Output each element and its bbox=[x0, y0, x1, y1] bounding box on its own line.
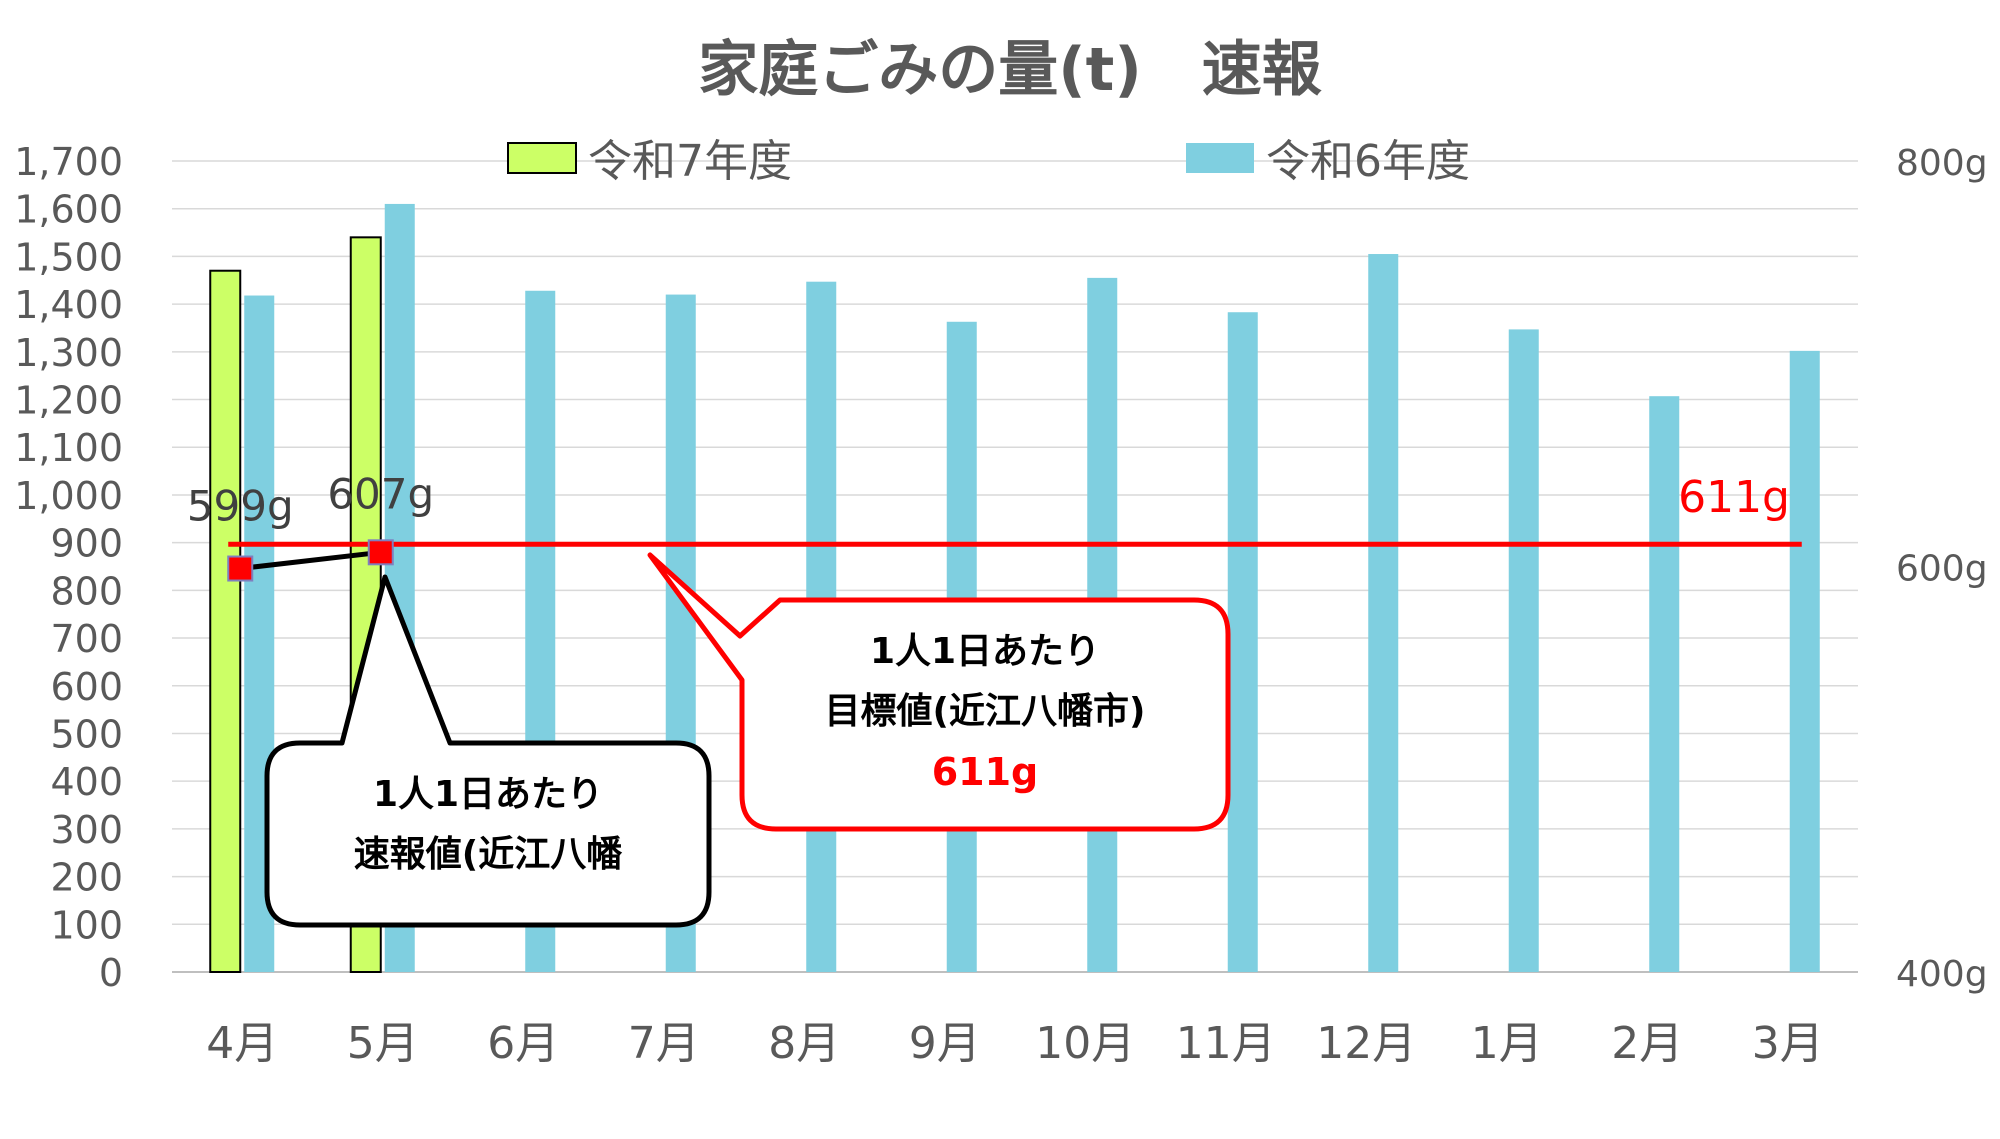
y2-tick-label: 600g bbox=[1896, 549, 1988, 590]
y2-axis: 400g 600g 800g bbox=[1896, 143, 1988, 995]
x-tick-label: 12月 bbox=[1316, 1018, 1416, 1069]
y-axis: 01002003004005006007008009001,0001,1001,… bbox=[14, 140, 123, 995]
target-label: 611g bbox=[1678, 472, 1790, 523]
y-tick-label: 1,300 bbox=[14, 331, 123, 375]
legend-swatch-reiwa7 bbox=[507, 142, 577, 174]
target-series: 611g bbox=[228, 472, 1802, 547]
y-tick-label: 1,600 bbox=[14, 188, 123, 232]
y-tick-label: 700 bbox=[50, 617, 123, 661]
x-tick-label: 8月 bbox=[768, 1018, 840, 1069]
y-tick-label: 300 bbox=[50, 808, 123, 852]
y-tick-label: 500 bbox=[50, 712, 123, 756]
chart-title: 家庭ごみの量(t) 速報 bbox=[698, 35, 1322, 105]
x-tick-label: 6月 bbox=[487, 1018, 559, 1069]
x-tick-label: 3月 bbox=[1752, 1018, 1824, 1069]
bar-reiwa6 bbox=[1789, 350, 1820, 973]
legend-label-reiwa7: 令和7年度 bbox=[588, 136, 792, 187]
legend: 令和7年度 令和6年度 bbox=[507, 136, 1470, 187]
callout-actual-text: 1人1日あたり 速報値(近江八幡 bbox=[267, 765, 709, 885]
actual-line bbox=[239, 549, 382, 572]
grid bbox=[172, 160, 1858, 973]
callout-actual-line2: 速報値(近江八幡 bbox=[353, 834, 623, 875]
legend-label-reiwa6: 令和6年度 bbox=[1266, 136, 1470, 187]
bar-reiwa7 bbox=[209, 269, 242, 974]
x-axis: 4月 5月 6月 7月 8月 9月 10月 11月 12月 1月 2月 3月 bbox=[206, 1018, 1824, 1069]
bar-reiwa6 bbox=[1368, 254, 1399, 972]
x-tick-label: 2月 bbox=[1611, 1018, 1683, 1069]
bar-reiwa6 bbox=[1649, 396, 1680, 972]
x-tick-label: 7月 bbox=[628, 1018, 700, 1069]
callout-target-line2: 目標値(近江八幡市) bbox=[824, 691, 1146, 732]
y-tick-label: 1,200 bbox=[14, 379, 123, 423]
y2-tick-label: 800g bbox=[1896, 143, 1988, 184]
y-tick-label: 600 bbox=[50, 665, 123, 709]
callout-target-bubble bbox=[647, 552, 1231, 832]
callout-actual-line1: 1人1日あたり bbox=[372, 774, 604, 815]
y2-tick-label: 400g bbox=[1896, 954, 1988, 995]
x-tick-label: 5月 bbox=[347, 1018, 419, 1069]
y-tick-label: 1,700 bbox=[14, 140, 123, 184]
actual-marker bbox=[227, 555, 254, 582]
y-tick-label: 1,500 bbox=[14, 235, 123, 279]
callout-target-line1: 1人1日あたり bbox=[869, 631, 1101, 672]
y-tick-label: 100 bbox=[50, 903, 123, 947]
y-tick-label: 200 bbox=[50, 856, 123, 900]
bar-reiwa6 bbox=[1227, 312, 1258, 972]
y-tick-label: 1,000 bbox=[14, 474, 123, 518]
callout-target-text: 1人1日あたり 目標値(近江八幡市) 611g bbox=[742, 622, 1228, 802]
actual-series: 599g 607g bbox=[187, 469, 434, 582]
y-tick-label: 900 bbox=[50, 522, 123, 566]
x-tick-label: 11月 bbox=[1176, 1018, 1276, 1069]
y-tick-label: 1,100 bbox=[14, 426, 123, 470]
callout-actual-bubble bbox=[264, 574, 712, 928]
actual-marker bbox=[367, 539, 394, 566]
y-tick-label: 1,400 bbox=[14, 283, 123, 327]
actual-data-label: 607g bbox=[327, 469, 434, 518]
y-tick-label: 0 bbox=[99, 951, 123, 995]
x-tick-label: 1月 bbox=[1471, 1018, 1543, 1069]
x-tick-label: 9月 bbox=[909, 1018, 981, 1069]
y-tick-label: 800 bbox=[50, 569, 123, 613]
x-tick-label: 4月 bbox=[206, 1018, 278, 1069]
legend-swatch-reiwa6 bbox=[1186, 143, 1254, 173]
callout-target-value: 611g bbox=[931, 750, 1039, 794]
actual-data-label: 599g bbox=[187, 482, 294, 531]
x-tick-label: 10月 bbox=[1035, 1018, 1135, 1069]
y-tick-label: 400 bbox=[50, 760, 123, 804]
bar-reiwa6 bbox=[1508, 329, 1539, 973]
